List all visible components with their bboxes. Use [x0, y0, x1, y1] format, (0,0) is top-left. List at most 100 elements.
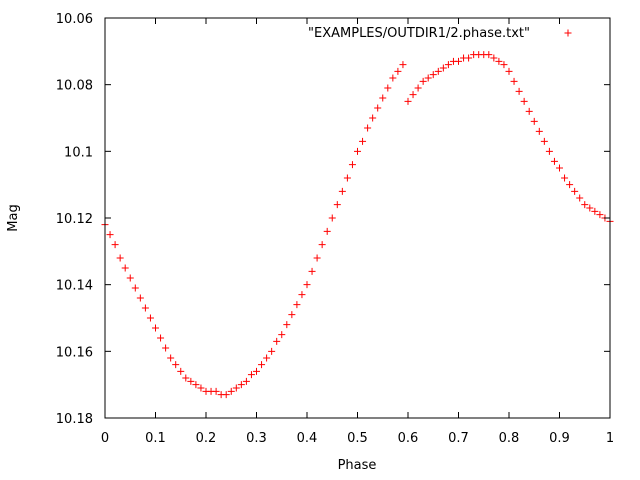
data-point: [333, 201, 341, 209]
data-point: [586, 204, 594, 212]
data-point: [177, 367, 185, 375]
data-point: [374, 104, 382, 112]
data-point: [136, 294, 144, 302]
y-tick-label: 10.06: [56, 12, 93, 27]
data-point: [162, 344, 170, 352]
data-point: [434, 67, 442, 75]
data-point: [429, 71, 437, 79]
data-point: [318, 241, 326, 249]
x-tick-label: 0.1: [145, 431, 166, 446]
data-point: [111, 241, 119, 249]
data-point: [293, 301, 301, 309]
data-point: [379, 94, 387, 102]
data-point: [439, 64, 447, 72]
data-point: [323, 227, 331, 235]
x-tick-label: 0: [101, 431, 109, 446]
data-point: [455, 57, 462, 65]
y-tick-label: 10.12: [56, 212, 93, 227]
data-point: [313, 254, 321, 262]
data-point: [126, 274, 134, 282]
data-point: [253, 367, 260, 375]
data-point: [227, 387, 235, 395]
data-point: [283, 321, 291, 329]
x-tick-label: 0.7: [448, 431, 469, 446]
data-point: [157, 334, 165, 342]
data-point: [535, 127, 543, 135]
data-point: [106, 231, 114, 239]
x-tick-label: 0.2: [196, 431, 217, 446]
data-point: [465, 54, 473, 62]
data-point: [515, 87, 523, 95]
y-tick-label: 10.16: [56, 345, 93, 360]
data-point: [520, 97, 528, 105]
data-point: [556, 164, 563, 172]
data-point: [303, 281, 311, 289]
data-point: [187, 377, 195, 385]
data-point: [495, 57, 503, 65]
data-point: [566, 181, 574, 189]
data-point: [308, 267, 316, 275]
x-tick-label: 0.4: [297, 431, 318, 446]
data-point: [258, 361, 266, 369]
data-point: [172, 361, 180, 369]
data-point: [500, 61, 508, 69]
data-point: [152, 324, 159, 332]
x-axis-ticks: 0 0.1 0.2 0.3 0.4 0.5 0.6 0.7 0.8 0.9 1: [101, 18, 614, 446]
data-point: [343, 174, 351, 182]
data-point: [237, 381, 245, 389]
y-axis-ticks: 10.06 10.08 10.1 10.12 10.14 10.16 10.18: [56, 12, 610, 427]
data-point: [146, 314, 154, 322]
data-point: [384, 84, 392, 92]
data-point: [545, 147, 553, 155]
x-tick-label: 0.9: [549, 431, 570, 446]
data-point: [505, 67, 513, 75]
data-point: [561, 174, 569, 182]
data-point: [141, 304, 149, 312]
data-point: [530, 117, 538, 125]
legend-marker-symbol: [564, 29, 572, 37]
data-point: [409, 91, 417, 99]
data-point: [596, 211, 604, 219]
x-axis-label: Phase: [338, 458, 377, 473]
legend: "EXAMPLES/OUTDIR1/2.phase.txt": [308, 26, 572, 41]
data-point: [510, 77, 518, 85]
data-point: [359, 137, 367, 145]
data-point: [288, 311, 296, 319]
y-axis-label: Mag: [6, 204, 21, 231]
data-point: [247, 371, 255, 379]
data-point: [414, 84, 422, 92]
legend-marker: [564, 29, 572, 37]
data-point: [182, 374, 190, 382]
data-point: [121, 264, 129, 272]
data-point: [131, 284, 139, 292]
data-point: [328, 214, 336, 222]
y-tick-label: 10.08: [56, 79, 93, 94]
x-tick-label: 0.6: [398, 431, 419, 446]
data-point: [419, 77, 427, 85]
data-point: [338, 187, 346, 195]
data-point: [424, 74, 432, 82]
x-tick-label: 1: [606, 431, 614, 446]
data-point: [591, 207, 599, 215]
data-point: [369, 114, 377, 122]
data-point: [576, 194, 584, 202]
x-tick-label: 0.5: [347, 431, 368, 446]
data-point: [298, 291, 306, 299]
data-point: [404, 97, 412, 105]
data-point: [212, 387, 220, 395]
data-point: [222, 391, 230, 399]
data-point: [525, 107, 533, 115]
data-point: [399, 61, 407, 69]
data-point: [581, 201, 589, 209]
y-tick-label: 10.1: [64, 145, 93, 160]
data-point: [389, 74, 397, 82]
data-point: [242, 377, 250, 385]
data-point: [354, 147, 361, 155]
data-point: [490, 54, 498, 62]
data-point: [485, 51, 493, 59]
data-point: [167, 354, 175, 362]
data-point: [364, 124, 372, 132]
data-point: [540, 137, 548, 145]
